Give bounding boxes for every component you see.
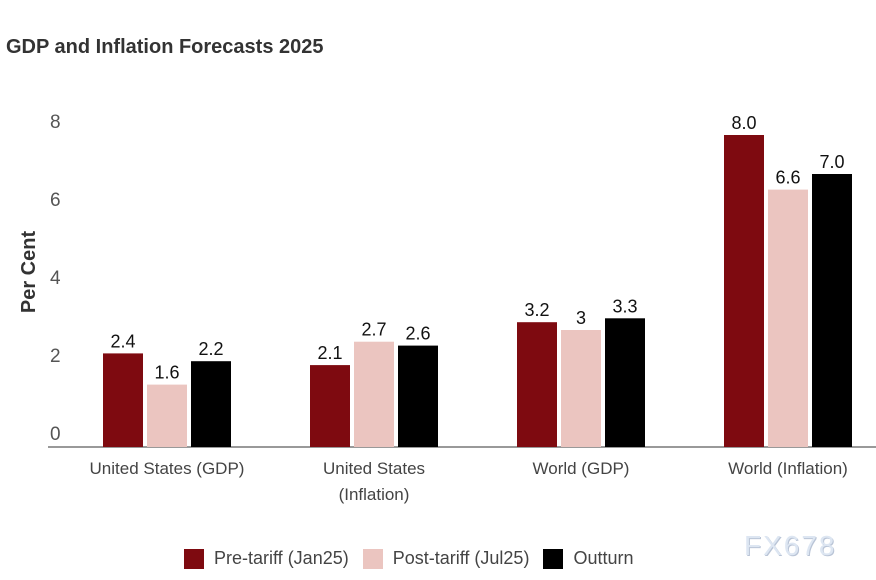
legend-item: Outturn [543,548,633,569]
data-label: 3.2 [524,300,549,320]
data-label: 3 [576,308,586,328]
bar [103,353,143,447]
y-tick-label: 2 [50,346,61,367]
legend-label: Pre-tariff (Jan25) [214,548,349,568]
chart-title: GDP and Inflation Forecasts 2025 [6,36,324,58]
x-tick-label: (Inflation) [339,485,410,504]
data-label: 2.1 [317,343,342,363]
bar [605,318,645,447]
legend-swatch [543,548,564,569]
bar [354,341,394,447]
data-label: 2.4 [110,331,135,351]
bar [310,365,350,447]
y-tick-label: 0 [50,424,61,445]
x-tick-label: World (Inflation) [728,459,848,478]
bar [191,361,231,447]
y-tick-label: 8 [50,112,61,133]
legend-label: Post-tariff (Jul25) [392,548,530,568]
legend-swatch [184,548,204,569]
x-tick-label: World (GDP) [533,459,630,478]
legend: Pre-tariff (Jan25) Post-tariff (Jul25) Out… [184,548,647,569]
data-label: 7.0 [819,152,844,172]
data-label: 3.3 [612,296,637,316]
y-axis-label: Per Cent [18,231,40,314]
watermark: FX678 [744,530,837,561]
data-label: 2.2 [198,339,223,359]
y-tick-label: 4 [50,268,61,289]
data-label: 2.7 [361,320,386,340]
bar [147,384,187,447]
bar [517,322,557,447]
legend-item: Post-tariff (Jul25) [362,548,530,569]
legend-item: Pre-tariff (Jan25) [184,548,349,569]
y-tick-label: 6 [50,190,61,211]
data-label: 1.6 [154,363,179,383]
data-label: 6.6 [775,168,800,188]
data-label: 2.6 [405,324,430,344]
bar [768,189,808,447]
bar [724,135,764,447]
legend-label: Outturn [573,548,634,568]
data-label: 8.0 [731,113,756,133]
legend-swatch [362,548,383,569]
x-tick-label: United States [323,459,425,478]
bar [812,174,852,447]
bar [398,345,438,447]
x-tick-label: United States (GDP) [90,459,245,478]
bar [561,330,601,447]
